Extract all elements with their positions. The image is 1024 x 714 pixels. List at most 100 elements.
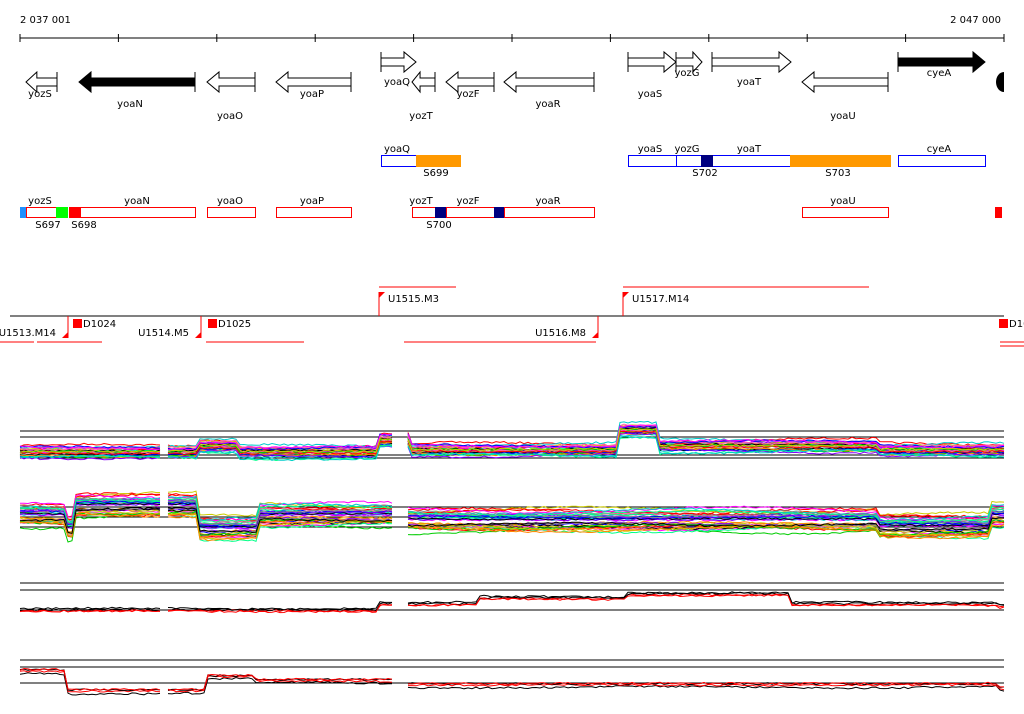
gene-label: yoaT xyxy=(737,77,762,88)
gene-arrow-icon[interactable] xyxy=(380,50,417,74)
tu-label: U1517.M14 xyxy=(632,294,689,305)
filled-gene-arrow-icon[interactable] xyxy=(78,70,196,94)
operon-segment[interactable] xyxy=(676,155,791,167)
profile-line xyxy=(19,427,1005,453)
operon-segment-label: S698 xyxy=(71,220,96,231)
operon-gene-label: yoaU xyxy=(830,196,855,207)
tu-box-icon[interactable] xyxy=(208,319,217,328)
operon-gene-label: yoaN xyxy=(124,196,150,207)
operon-segment[interactable] xyxy=(898,155,986,167)
operon-segment-label: S699 xyxy=(423,168,448,179)
operon-segment[interactable] xyxy=(207,207,256,218)
operon-segment[interactable] xyxy=(790,155,891,167)
profile-line xyxy=(20,513,1005,542)
operon-segment[interactable] xyxy=(416,155,461,167)
gene-arrow-icon[interactable] xyxy=(445,70,495,94)
gene-arrow-icon[interactable] xyxy=(25,70,58,94)
operon-segment[interactable] xyxy=(276,207,352,218)
tu-flag-icon[interactable] xyxy=(62,332,68,338)
gene-yoaO[interactable]: yoaO xyxy=(206,70,256,122)
gene-label: cyeA xyxy=(927,68,952,79)
operon-gene-label: yoaO xyxy=(217,196,243,207)
gene-label: yoaQ xyxy=(384,77,410,88)
gene-yoaT[interactable]: yoaT xyxy=(711,50,792,88)
profile-line xyxy=(19,591,1004,611)
profile-line xyxy=(19,424,1005,451)
operon-gene-label: yozG xyxy=(674,144,699,155)
gene-arrow-icon[interactable] xyxy=(503,70,595,94)
profile-line xyxy=(19,670,1005,693)
operon-segment[interactable] xyxy=(504,207,595,218)
tu-flag-icon[interactable] xyxy=(195,332,201,338)
tu-box-icon[interactable] xyxy=(73,319,82,328)
gene-yoaP[interactable]: yoaP xyxy=(275,70,352,100)
gene-track[interactable]: yozS yoaN yoaO yoaP yoaQ yozT yozF yoaR yoaS yozG… xyxy=(25,50,1004,122)
operon-segment[interactable] xyxy=(56,207,68,218)
operon-segment[interactable] xyxy=(494,207,505,218)
gene-cyeA[interactable]: cyeA xyxy=(897,50,986,79)
profile-line xyxy=(19,667,1005,692)
operon-segment[interactable] xyxy=(20,207,27,218)
operon-gene-label: yoaT xyxy=(737,144,762,155)
gene-arrow-icon[interactable] xyxy=(411,70,436,94)
operon-segment[interactable] xyxy=(995,207,1002,218)
gene-yoaN[interactable]: yoaN xyxy=(78,70,196,110)
operon-gene-label: yozT xyxy=(409,196,433,207)
tu-box-icon[interactable] xyxy=(999,319,1008,328)
gene-label: yoaP xyxy=(300,89,324,100)
gene-yozS[interactable]: yozS xyxy=(25,70,58,100)
gene-label: yoaU xyxy=(830,111,855,122)
gene-yoaS[interactable]: yoaS xyxy=(627,50,677,100)
gene-arrow-icon[interactable] xyxy=(801,70,889,94)
tu-label: U1514.M5 xyxy=(138,328,189,339)
gene-label: yozT xyxy=(409,111,433,122)
gene-arrow-icon[interactable] xyxy=(711,50,792,74)
gene-yoaR[interactable]: yoaR xyxy=(503,70,595,110)
operon-gene-label: yoaR xyxy=(535,196,560,207)
gene-arrow-icon[interactable] xyxy=(627,50,677,74)
operon-segment[interactable] xyxy=(412,207,436,218)
gene-label: yoaR xyxy=(535,99,560,110)
tu-flag-icon[interactable] xyxy=(379,292,385,298)
gene-arrow-icon[interactable] xyxy=(275,70,352,94)
partial-gene-icon xyxy=(996,72,1004,92)
tu-label: D1024 xyxy=(83,319,116,330)
operon-gene-label: yoaP xyxy=(300,196,324,207)
expression-profiles xyxy=(19,420,1005,696)
operon-segment[interactable] xyxy=(69,207,81,218)
tu-label: U1516.M8 xyxy=(535,328,586,339)
tu-label: U1513.M14 xyxy=(0,328,56,339)
gene-arrow-icon[interactable] xyxy=(675,50,703,74)
gene-label: yozS xyxy=(28,89,52,100)
operon-segment-label: S697 xyxy=(35,220,60,231)
gene-yoaU[interactable]: yoaU xyxy=(801,70,889,122)
filled-gene-arrow-icon[interactable] xyxy=(897,50,986,74)
operon-segment[interactable] xyxy=(701,155,713,167)
gene-yoaQ[interactable]: yoaQ xyxy=(380,50,417,88)
gene-arrow-icon[interactable] xyxy=(206,70,256,94)
operon-segment[interactable] xyxy=(80,207,196,218)
operon-segment[interactable] xyxy=(435,207,447,218)
gene-yozT[interactable]: yozT xyxy=(409,70,436,122)
gene-label: yozG xyxy=(674,68,699,79)
operon-segment[interactable] xyxy=(381,155,417,167)
gene-label: yozF xyxy=(456,89,479,100)
minus-operon-track[interactable]: yozS yoaN yoaO yoaP yozT yozF yoaR yoaU S697 S698… xyxy=(20,196,1002,231)
plus-operon-track[interactable]: yoaQ yoaS yozG yoaT cyeA S699 S702 S703 xyxy=(381,144,986,179)
operon-segment[interactable] xyxy=(802,207,889,218)
operon-segment[interactable] xyxy=(446,207,495,218)
ruler-end-label: 2 047 000 xyxy=(950,15,1001,26)
operon-segment[interactable] xyxy=(26,207,57,218)
gene-yozF[interactable]: yozF xyxy=(445,70,495,100)
profile-line xyxy=(19,498,1005,526)
operon-gene-label: yozF xyxy=(456,196,479,207)
tu-flag-icon[interactable] xyxy=(623,292,629,298)
operon-gene-label: yozS xyxy=(28,196,52,207)
transcription-unit-track[interactable]: U1515.M3 U1517.M14 U1513.M14 U1514.M5 U1516.… xyxy=(0,286,1024,347)
gene-yozG[interactable]: yozG xyxy=(674,50,703,79)
operon-segment[interactable] xyxy=(628,155,677,167)
gene-label: yoaN xyxy=(117,99,143,110)
operon-segment-label: S700 xyxy=(426,220,451,231)
ruler-start-label: 2 037 001 xyxy=(20,15,71,26)
tu-flag-icon[interactable] xyxy=(592,332,598,338)
